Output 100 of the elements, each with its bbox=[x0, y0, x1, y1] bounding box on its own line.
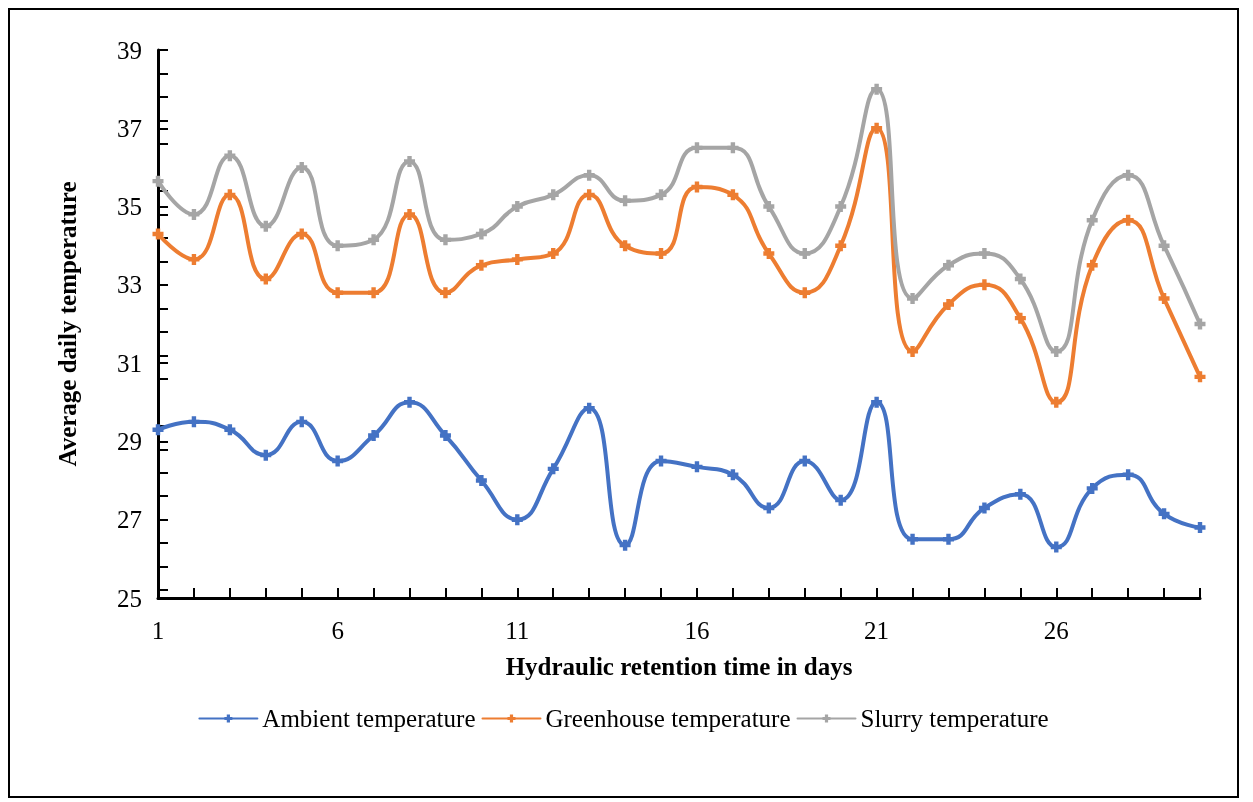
point bbox=[368, 287, 380, 299]
point bbox=[152, 228, 164, 240]
point bbox=[907, 533, 919, 545]
point bbox=[475, 228, 487, 240]
point bbox=[763, 201, 775, 213]
point bbox=[691, 461, 703, 473]
point bbox=[368, 430, 380, 442]
point bbox=[799, 248, 811, 260]
point bbox=[1050, 541, 1062, 553]
point bbox=[763, 248, 775, 260]
point bbox=[1014, 488, 1026, 500]
point bbox=[799, 287, 811, 299]
x-tick-label: 6 bbox=[331, 617, 344, 644]
point bbox=[332, 287, 344, 299]
y-axis-title: Average daily temperature bbox=[54, 181, 81, 467]
point bbox=[1194, 318, 1206, 330]
point bbox=[799, 455, 811, 467]
legend-label: Ambient temperature bbox=[262, 705, 476, 732]
point bbox=[1014, 273, 1026, 285]
point bbox=[1086, 259, 1098, 271]
point bbox=[1158, 508, 1170, 520]
legend-label: Slurry temperature bbox=[860, 705, 1049, 732]
point bbox=[727, 142, 739, 154]
point bbox=[368, 234, 380, 246]
point bbox=[475, 475, 487, 487]
y-tick-label: 37 bbox=[117, 114, 142, 142]
point bbox=[296, 228, 308, 240]
point bbox=[871, 396, 883, 408]
point bbox=[835, 494, 847, 506]
point bbox=[871, 83, 883, 95]
point bbox=[547, 463, 559, 475]
point bbox=[332, 240, 344, 252]
point bbox=[978, 248, 990, 260]
point bbox=[942, 533, 954, 545]
point bbox=[224, 424, 236, 436]
point bbox=[475, 259, 487, 271]
point bbox=[1122, 469, 1134, 481]
point bbox=[296, 161, 308, 173]
y-tick-label: 31 bbox=[117, 349, 142, 377]
point bbox=[404, 156, 416, 168]
x-tick-label: 16 bbox=[684, 617, 710, 644]
x-tick-label: 21 bbox=[864, 617, 890, 644]
point bbox=[978, 502, 990, 514]
point bbox=[907, 345, 919, 357]
point bbox=[296, 416, 308, 428]
y-tick-label: 27 bbox=[117, 506, 142, 534]
point bbox=[152, 424, 164, 436]
point bbox=[511, 253, 523, 265]
point bbox=[439, 234, 451, 246]
point bbox=[619, 240, 631, 252]
y-tick-label: 33 bbox=[117, 271, 142, 299]
point bbox=[547, 189, 559, 201]
point bbox=[188, 416, 200, 428]
point bbox=[619, 195, 631, 207]
point bbox=[691, 181, 703, 193]
y-tick-label: 29 bbox=[117, 427, 142, 455]
point bbox=[547, 248, 559, 260]
point bbox=[942, 259, 954, 271]
x-axis-title: Hydraulic retention time in days bbox=[505, 653, 853, 680]
point bbox=[1194, 522, 1206, 534]
point bbox=[439, 430, 451, 442]
point bbox=[907, 293, 919, 305]
point bbox=[691, 142, 703, 154]
point bbox=[152, 175, 164, 187]
point bbox=[763, 502, 775, 514]
point bbox=[1086, 214, 1098, 226]
x-tick-label: 1 bbox=[151, 617, 165, 644]
point bbox=[583, 189, 595, 201]
point bbox=[404, 396, 416, 408]
x-tick-label: 26 bbox=[1043, 617, 1069, 644]
point bbox=[1122, 169, 1134, 181]
point bbox=[188, 253, 200, 265]
y-tick-label: 35 bbox=[117, 193, 142, 221]
point bbox=[404, 208, 416, 220]
y-tick-label: 39 bbox=[117, 36, 142, 64]
point bbox=[511, 201, 523, 213]
point bbox=[978, 279, 990, 291]
point bbox=[332, 455, 344, 467]
point bbox=[835, 240, 847, 252]
point bbox=[260, 449, 272, 461]
point bbox=[1158, 293, 1170, 305]
legend-label: Greenhouse temperature bbox=[545, 705, 791, 732]
point bbox=[439, 287, 451, 299]
point bbox=[583, 402, 595, 414]
point bbox=[619, 539, 631, 551]
point bbox=[188, 208, 200, 220]
point bbox=[655, 189, 667, 201]
point bbox=[655, 248, 667, 260]
point bbox=[224, 150, 236, 162]
point bbox=[1158, 240, 1170, 252]
y-tick-label: 25 bbox=[117, 584, 142, 612]
point bbox=[942, 298, 954, 310]
point bbox=[1086, 482, 1098, 494]
x-tick-label: 11 bbox=[505, 617, 530, 644]
point bbox=[224, 189, 236, 201]
point bbox=[655, 455, 667, 467]
point bbox=[1122, 214, 1134, 226]
point bbox=[727, 469, 739, 481]
point bbox=[583, 169, 595, 181]
point bbox=[1194, 371, 1206, 383]
